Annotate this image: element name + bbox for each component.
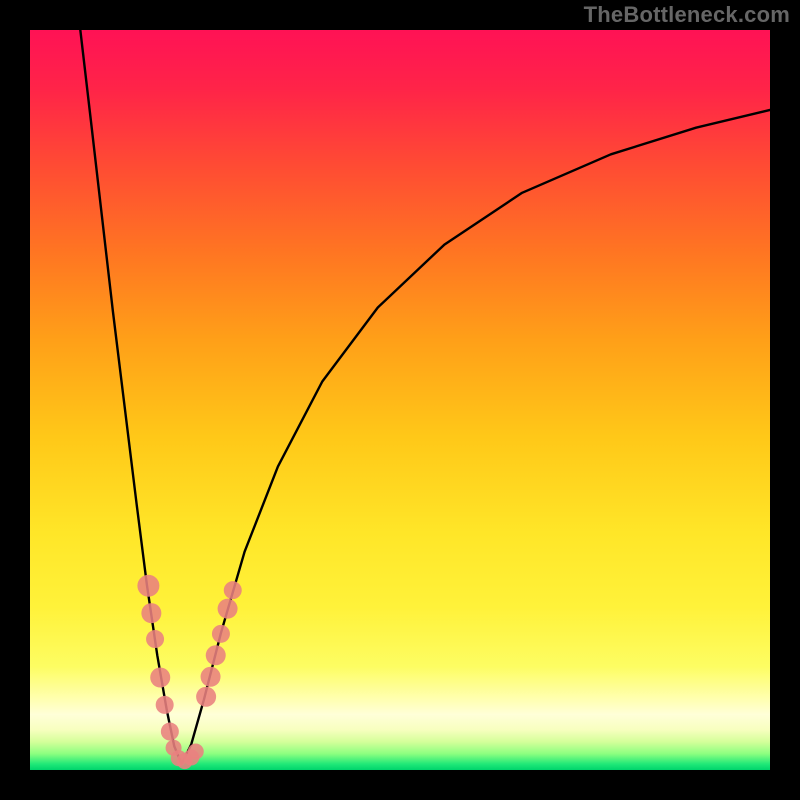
- data-marker: [141, 603, 161, 623]
- data-marker: [156, 696, 174, 714]
- data-marker: [218, 599, 238, 619]
- data-marker: [150, 668, 170, 688]
- chart-container: TheBottleneck.com: [0, 0, 800, 800]
- data-marker: [224, 581, 242, 599]
- bottleneck-chart: [0, 0, 800, 800]
- data-marker: [137, 575, 159, 597]
- data-marker: [188, 744, 204, 760]
- data-marker: [161, 723, 179, 741]
- plot-area: [30, 30, 770, 770]
- data-marker: [206, 645, 226, 665]
- data-marker: [196, 687, 216, 707]
- watermark-text: TheBottleneck.com: [584, 2, 790, 28]
- data-marker: [212, 625, 230, 643]
- data-marker: [146, 630, 164, 648]
- data-marker: [201, 667, 221, 687]
